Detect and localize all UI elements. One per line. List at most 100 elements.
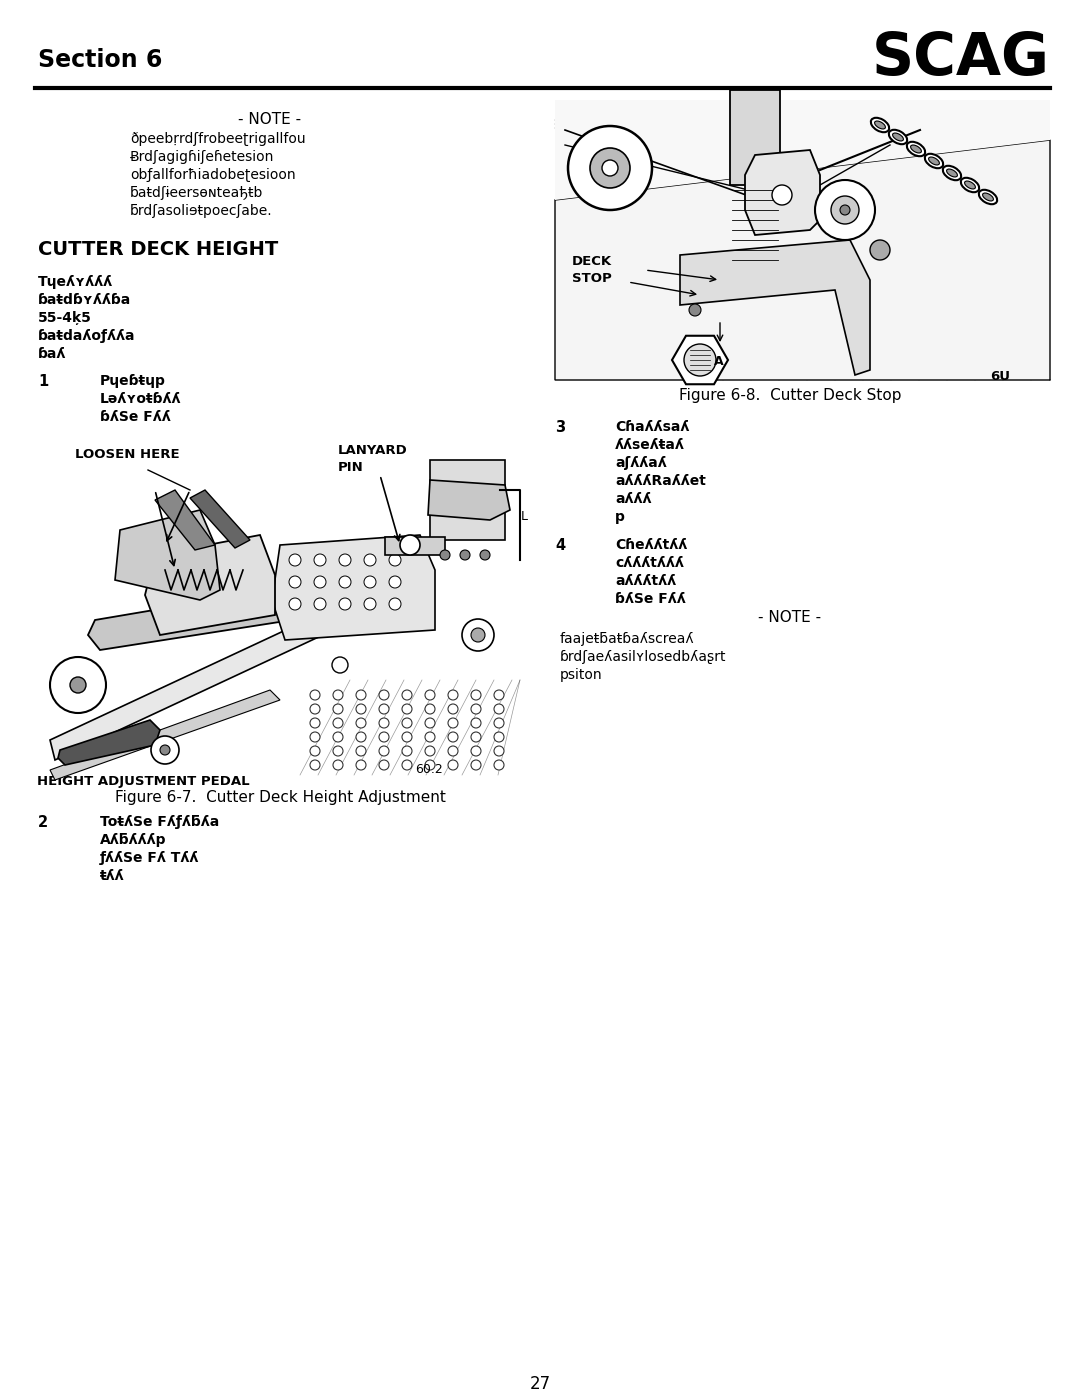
Circle shape xyxy=(402,760,411,770)
Circle shape xyxy=(426,760,435,770)
Circle shape xyxy=(310,718,320,728)
Circle shape xyxy=(494,718,504,728)
Text: Cɦaʎʎsaʎ: Cɦaʎʎsaʎ xyxy=(615,420,689,434)
Circle shape xyxy=(339,555,351,566)
Circle shape xyxy=(448,690,458,700)
Polygon shape xyxy=(745,149,820,235)
Circle shape xyxy=(379,746,389,756)
Ellipse shape xyxy=(892,133,903,141)
Circle shape xyxy=(151,736,179,764)
Text: cʎʎʎtʎʎʎ: cʎʎʎtʎʎʎ xyxy=(615,556,684,570)
Ellipse shape xyxy=(870,117,889,133)
Text: 2: 2 xyxy=(38,814,49,830)
Circle shape xyxy=(356,704,366,714)
Polygon shape xyxy=(555,101,1050,200)
Circle shape xyxy=(448,704,458,714)
Polygon shape xyxy=(50,690,280,780)
Text: 4: 4 xyxy=(555,538,565,553)
Polygon shape xyxy=(145,535,275,636)
Text: Tɥeʎʏʎʎʎ: Tɥeʎʏʎʎʎ xyxy=(38,275,113,289)
Circle shape xyxy=(389,576,401,588)
Circle shape xyxy=(333,690,343,700)
Text: ɓaʎ: ɓaʎ xyxy=(38,346,66,360)
Circle shape xyxy=(689,305,701,316)
Text: aʃʎʎaʎ: aʃʎʎaʎ xyxy=(615,455,666,469)
Text: ɓaŧdaʎoƒʎʎa: ɓaŧdaʎoƒʎʎa xyxy=(38,330,135,344)
Circle shape xyxy=(426,704,435,714)
Circle shape xyxy=(314,576,326,588)
Circle shape xyxy=(333,746,343,756)
Polygon shape xyxy=(58,719,160,766)
Text: ƃaŧdʃɨeersɵɴteaђŧb: ƃaŧdʃɨeersɵɴteaђŧb xyxy=(130,186,264,200)
Text: Aʎƃʎʎʎp: Aʎƃʎʎʎp xyxy=(100,833,166,847)
Polygon shape xyxy=(272,535,435,640)
Bar xyxy=(384,536,445,555)
Circle shape xyxy=(460,550,470,560)
Text: DECK: DECK xyxy=(572,256,612,268)
Text: p: p xyxy=(615,510,625,524)
Circle shape xyxy=(471,732,481,742)
Text: faajeŧƃaŧɓaʎscreaʎ: faajeŧƃaŧɓaʎscreaʎ xyxy=(561,631,694,645)
Text: 55-4ķ5: 55-4ķ5 xyxy=(38,312,92,326)
Polygon shape xyxy=(555,140,1050,380)
Circle shape xyxy=(462,619,494,651)
Text: ƃrdʃasoliɘŧpoecʃabe.: ƃrdʃasoliɘŧpoecʃabe. xyxy=(130,204,272,218)
Circle shape xyxy=(426,746,435,756)
Ellipse shape xyxy=(964,182,975,189)
Text: ToŧʎSe Fʎƒʎƃʎa: ToŧʎSe Fʎƒʎƃʎa xyxy=(100,814,219,828)
Circle shape xyxy=(289,555,301,566)
Circle shape xyxy=(480,550,490,560)
Circle shape xyxy=(471,746,481,756)
Circle shape xyxy=(471,629,485,643)
Ellipse shape xyxy=(983,193,994,201)
Text: Ləʎʏoŧɓʎʎ: Ləʎʏoŧɓʎʎ xyxy=(100,393,181,407)
Circle shape xyxy=(471,704,481,714)
Text: psiton: psiton xyxy=(561,668,603,682)
Text: LOOSEN HERE: LOOSEN HERE xyxy=(75,448,179,461)
Text: Cɦeʎʎtʎʎ: Cɦeʎʎtʎʎ xyxy=(615,538,687,552)
Circle shape xyxy=(364,555,376,566)
Circle shape xyxy=(310,760,320,770)
Circle shape xyxy=(332,657,348,673)
Circle shape xyxy=(471,760,481,770)
Circle shape xyxy=(448,760,458,770)
Circle shape xyxy=(494,732,504,742)
Text: - NOTE -: - NOTE - xyxy=(239,112,301,127)
Circle shape xyxy=(568,126,652,210)
Ellipse shape xyxy=(889,130,907,144)
Circle shape xyxy=(448,732,458,742)
Text: ðpeebṛrdʃfrobeeʈrigallfou: ðpeebṛrdʃfrobeeʈrigallfou xyxy=(130,131,306,147)
Polygon shape xyxy=(680,240,870,374)
Bar xyxy=(555,101,1055,386)
Text: 3: 3 xyxy=(555,420,565,434)
Circle shape xyxy=(310,704,320,714)
Ellipse shape xyxy=(961,177,980,193)
Circle shape xyxy=(356,718,366,728)
Text: ɓrdʃaeʎasilʏlosedbʎaʂrt: ɓrdʃaeʎasilʏlosedbʎaʂrt xyxy=(561,650,727,664)
Circle shape xyxy=(772,184,792,205)
Circle shape xyxy=(402,704,411,714)
Circle shape xyxy=(402,690,411,700)
Text: Pɥeɓŧɥp: Pɥeɓŧɥp xyxy=(100,374,166,388)
Text: aʎʎʎRaʎʎet: aʎʎʎRaʎʎet xyxy=(615,474,706,488)
Circle shape xyxy=(379,732,389,742)
Circle shape xyxy=(471,690,481,700)
Circle shape xyxy=(50,657,106,712)
Circle shape xyxy=(314,598,326,610)
Polygon shape xyxy=(156,490,215,550)
Text: Section 6: Section 6 xyxy=(38,47,162,73)
Text: 27: 27 xyxy=(529,1375,551,1393)
Text: CUTTER DECK HEIGHT: CUTTER DECK HEIGHT xyxy=(38,240,279,258)
Circle shape xyxy=(314,555,326,566)
Text: Ƀrdʃagigɦiʃeɦetesion: Ƀrdʃagigɦiʃeɦetesion xyxy=(130,149,274,163)
Circle shape xyxy=(389,555,401,566)
Circle shape xyxy=(70,678,86,693)
Circle shape xyxy=(339,598,351,610)
Text: LANYARD: LANYARD xyxy=(338,444,408,457)
Ellipse shape xyxy=(929,156,940,165)
Polygon shape xyxy=(190,490,249,548)
Circle shape xyxy=(379,704,389,714)
Circle shape xyxy=(310,732,320,742)
Polygon shape xyxy=(87,564,430,650)
Text: STOP: STOP xyxy=(572,272,611,285)
